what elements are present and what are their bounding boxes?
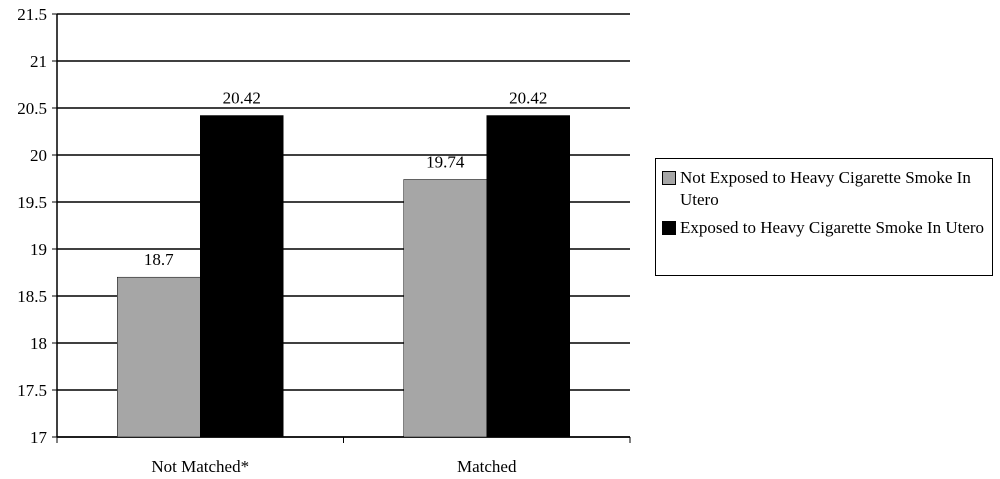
y-tick-label: 18.5	[17, 287, 47, 306]
y-tick-label: 20	[30, 146, 47, 165]
legend-label: Not Exposed to Heavy Cigarette Smoke In …	[680, 168, 971, 209]
bar	[403, 179, 487, 438]
legend-swatch	[662, 171, 676, 185]
bar	[200, 115, 284, 438]
legend: Not Exposed to Heavy Cigarette Smoke In …	[655, 158, 993, 276]
y-tick-label: 20.5	[17, 99, 47, 118]
legend-entry: Not Exposed to Heavy Cigarette Smoke In …	[662, 167, 986, 211]
y-tick-label: 21.5	[17, 5, 47, 24]
legend-label: Exposed to Heavy Cigarette Smoke In Uter…	[680, 218, 985, 237]
legend-entry: Exposed to Heavy Cigarette Smoke In Uter…	[662, 217, 986, 239]
y-tick-label: 17	[30, 428, 48, 447]
value-label: 19.74	[426, 152, 465, 171]
y-tick-label: 18	[30, 334, 47, 353]
bar	[117, 276, 201, 438]
value-label: 20.42	[223, 89, 261, 108]
y-tick-label: 17.5	[17, 381, 47, 400]
legend-swatch	[662, 221, 676, 235]
value-label: 18.7	[144, 250, 174, 269]
value-label: 20.42	[509, 89, 547, 108]
y-tick-label: 19	[30, 240, 47, 259]
x-tick-label: Matched	[457, 457, 517, 476]
y-tick-label: 19.5	[17, 193, 47, 212]
x-tick-label: Not Matched*	[151, 457, 249, 476]
bar	[486, 115, 570, 438]
y-tick-label: 21	[30, 52, 47, 71]
